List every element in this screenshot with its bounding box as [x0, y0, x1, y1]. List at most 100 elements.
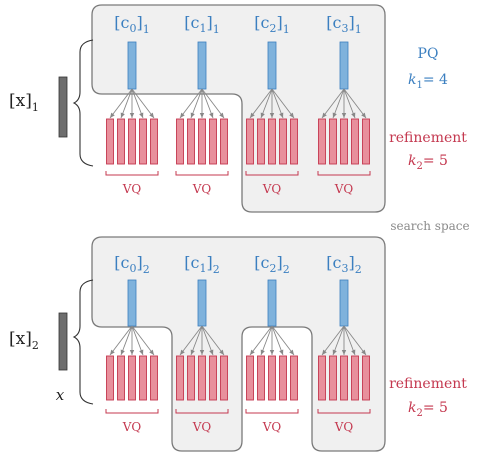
panel-2: [x]2 x refinement k2= 5 — [9, 279, 467, 419]
refinement-label: refinement — [389, 130, 467, 146]
refinement-bar — [117, 355, 125, 401]
refinement-bar — [279, 118, 287, 165]
arrowhead-icon — [351, 349, 356, 355]
refinement-bar — [128, 118, 136, 165]
vq-bracket — [105, 171, 159, 176]
k2-label: k2= 5 — [408, 153, 448, 172]
brace-icon — [72, 39, 94, 167]
input-vector-bar — [58, 76, 68, 138]
arrowhead-icon — [190, 112, 195, 118]
vq-label: VQ — [262, 182, 282, 196]
x-label: x — [56, 386, 65, 404]
arrowhead-icon — [180, 349, 185, 355]
arrow-line — [201, 88, 214, 119]
refinement-bar — [318, 355, 326, 401]
refinement-bar — [187, 118, 195, 165]
refinement-bar — [139, 355, 147, 401]
arrow-line — [120, 325, 133, 356]
vq-label: VQ — [192, 420, 212, 434]
refinement-bar — [176, 355, 184, 401]
arrowhead-icon — [209, 112, 214, 118]
arrow-line — [343, 325, 356, 356]
codeword-label: [c0]1 — [114, 13, 149, 36]
arrow-line — [249, 325, 273, 356]
refinement-bar — [268, 355, 276, 401]
arrow-line — [190, 88, 203, 119]
arrowhead-icon — [219, 112, 224, 118]
arrow-line — [131, 88, 155, 119]
refinement-bar — [362, 355, 370, 401]
arrowhead-icon — [120, 112, 125, 118]
codeword-bar — [267, 41, 277, 90]
vq-bracket — [175, 171, 229, 176]
arrow-line — [321, 325, 345, 356]
arrowhead-icon — [289, 112, 294, 118]
arrowhead-icon — [120, 349, 125, 355]
arrow-line — [109, 88, 133, 119]
codeword-bar — [197, 279, 207, 327]
brace-icon — [72, 279, 94, 405]
arrow-line — [321, 88, 345, 119]
arrowhead-icon — [341, 113, 347, 118]
arrow-line — [332, 88, 345, 119]
refinement-bar — [176, 118, 184, 165]
codeword-bar — [339, 279, 349, 327]
arrow-line — [179, 88, 203, 119]
refinement-bar — [279, 355, 287, 401]
refinement-bar — [209, 118, 217, 165]
panel-1: [x]1 PQ k1= 4 refinement k2= 5 search sp… — [9, 39, 470, 233]
k2-label: k2= 5 — [408, 400, 448, 419]
arrowhead-icon — [269, 113, 275, 118]
arrowhead-icon — [332, 112, 337, 118]
codeword-label: [c0]2 — [114, 253, 149, 276]
search-space-region-2 — [91, 236, 386, 452]
arrowhead-icon — [209, 349, 214, 355]
refinement-bar — [198, 355, 206, 401]
arrowhead-icon — [361, 349, 366, 355]
arrow-line — [271, 325, 284, 356]
arrowhead-icon — [110, 112, 115, 118]
refinement-bar — [351, 355, 359, 401]
arrow-line — [201, 88, 225, 119]
arrowhead-icon — [139, 349, 144, 355]
arrowhead-icon — [190, 349, 195, 355]
arrowhead-icon — [279, 112, 284, 118]
vq-bracket — [245, 171, 299, 176]
arrow-line — [332, 325, 345, 356]
search-space-region-1 — [91, 4, 386, 213]
arrowhead-icon — [332, 349, 337, 355]
refinement-bar — [257, 355, 265, 401]
refinement-bar — [106, 355, 114, 401]
refinement-bar — [220, 355, 228, 401]
codeword-label: [c1]2 — [184, 253, 219, 276]
refinement-bar — [340, 118, 348, 165]
arrow-line — [179, 325, 203, 356]
k1-label: k1= 4 — [408, 72, 448, 91]
arrowhead-icon — [289, 349, 294, 355]
arrowhead-icon — [250, 112, 255, 118]
arrowhead-icon — [322, 349, 327, 355]
vq-bracket — [105, 409, 159, 414]
refinement-bar — [150, 118, 158, 165]
refinement-bar — [290, 355, 298, 401]
arrowhead-icon — [110, 349, 115, 355]
arrowhead-icon — [279, 349, 284, 355]
arrow-line — [201, 325, 214, 356]
arrow-line — [120, 88, 133, 119]
vq-bracket — [175, 409, 229, 414]
vq-label: VQ — [122, 182, 142, 196]
codeword-label: [c3]1 — [326, 13, 361, 36]
arrow-line — [343, 88, 356, 119]
arrowhead-icon — [322, 112, 327, 118]
refinement-bar — [268, 118, 276, 165]
codeword-bar — [127, 41, 137, 90]
refinement-bar — [139, 118, 147, 165]
refinement-bar — [198, 118, 206, 165]
vq-label: VQ — [334, 182, 354, 196]
arrow-line — [131, 325, 144, 356]
arrowhead-icon — [129, 350, 135, 355]
search-space-label: search space — [390, 219, 469, 233]
codeword-label: [c2]1 — [254, 13, 289, 36]
arrowhead-icon — [199, 113, 205, 118]
vq-label: VQ — [122, 420, 142, 434]
